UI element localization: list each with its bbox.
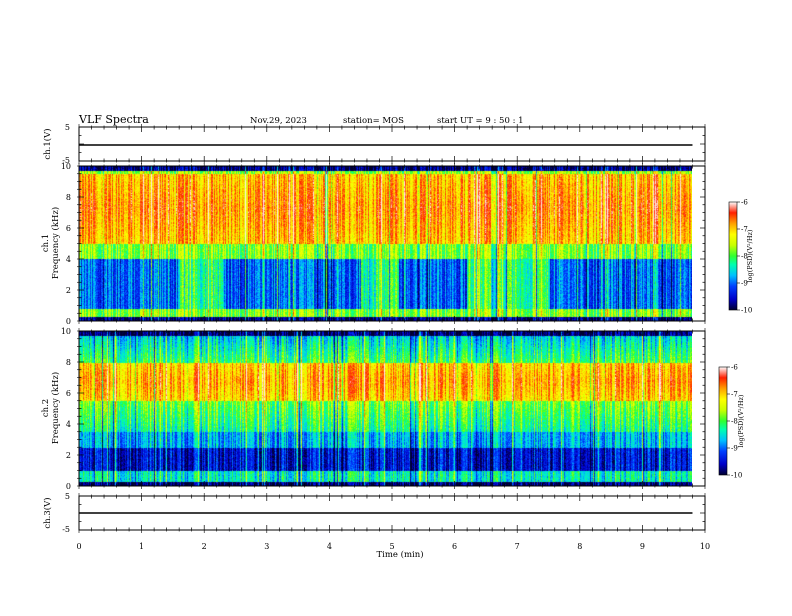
ch1-ytick-bottom: -5: [62, 156, 70, 165]
colorbar-tick-label: -8: [731, 418, 738, 426]
ch2-spectrogram-ylabel-freq: Frequency (kHz): [50, 372, 61, 444]
ch1-ytick-top: 5: [65, 123, 70, 132]
ch2-spectrogram-ytick-label: 6: [66, 389, 71, 398]
x-tick-label: 8: [577, 542, 582, 551]
colorbar-tick-label: -7: [741, 226, 748, 234]
ch1-spectrogram-ytick-label: 6: [66, 224, 71, 233]
ch2-spectrogram-panel: ch.2 Frequency (kHz): [41, 330, 706, 487]
ch2-spectrogram-ytick-label: 10: [61, 327, 71, 336]
x-tick-label: 9: [640, 542, 645, 551]
ch1-waveform-panel: 5 -5 ch.1(V): [42, 123, 706, 165]
ch1-spectrogram-ytick-label: 8: [66, 193, 71, 202]
ch2-spectrogram-ytick-label: 0: [66, 482, 71, 491]
figure-title: VLF Spectra: [78, 113, 149, 126]
figure-date: Nov.29, 2023: [250, 116, 307, 126]
x-tick-label: 1: [139, 542, 144, 551]
colorbar-tick-label: -9: [741, 280, 748, 288]
colorbar-tick-label: -7: [731, 391, 738, 399]
x-tick-label: 0: [76, 542, 81, 551]
colorbar-tick-label: -10: [741, 307, 752, 315]
x-tick-label: 10: [700, 542, 710, 551]
ch3-waveform-ylabel: ch.3(V): [42, 497, 53, 528]
ch2-colorbar-gradient: [718, 366, 728, 476]
ch1-colorbar-gradient: [728, 201, 738, 311]
ch1-waveform-ylabel: ch.1(V): [42, 128, 53, 159]
colorbar-tick-label: -6: [731, 364, 738, 372]
ch1-spectrogram-ylabel-channel: ch.1: [41, 234, 51, 252]
ch1-spectrogram-ytick-label: 4: [66, 255, 71, 264]
ch3-ytick-top: 5: [65, 492, 70, 501]
x-tick-label: 7: [515, 542, 520, 551]
figure-station: station= MOS: [343, 116, 404, 126]
ch1-waveform-frame: [78, 126, 706, 162]
ch1-colorbar-label: log(PSD)(V²/Hz): [746, 229, 754, 282]
colorbar-tick-label: -8: [741, 253, 748, 261]
ch2-spectrogram-image: [79, 331, 692, 486]
ch1-spectrogram-ylabel-freq: Frequency (kHz): [50, 207, 61, 279]
x-tick-label: 6: [452, 542, 457, 551]
ch2-spectrogram-ytick-label: 8: [66, 358, 71, 367]
x-axis-label: Time (min): [376, 549, 423, 560]
colorbar-tick-label: -9: [731, 445, 738, 453]
ch2-spectrogram-ytick-label: 2: [66, 451, 71, 460]
colorbar-tick-label: -6: [741, 199, 748, 207]
ch3-ytick-bottom: -5: [62, 525, 70, 534]
ch2-colorbar-label: log(PSD)(V²/Hz): [737, 394, 745, 447]
ch1-spectrogram-ytick-label: 2: [66, 286, 71, 295]
axis-ticks-group: 0 1 2 3 4 5 6 7 8 9 1002468100246810-6-7-8-9-10-6-…: [61, 124, 752, 551]
x-tick-label: 3: [264, 542, 269, 551]
ch1-spectrogram-image: [79, 166, 692, 321]
x-tick-label: 2: [202, 542, 207, 551]
ch1-spectrogram-ytick-label: 10: [61, 162, 71, 171]
x-tick-label: 5: [389, 542, 394, 551]
ch2-spectrogram-ytick-label: 4: [66, 420, 71, 429]
colorbar-tick-label: -10: [731, 472, 742, 480]
figure-start-time: start UT = 9 : 50 : 1: [437, 116, 524, 126]
ch2-spectrogram-ylabel-channel: ch.2: [41, 399, 51, 417]
ch1-spectrogram-panel: ch.1 Frequency (kHz): [41, 165, 706, 322]
ch1-spectrogram-ytick-label: 0: [66, 317, 71, 326]
x-tick-label: 4: [327, 542, 332, 551]
